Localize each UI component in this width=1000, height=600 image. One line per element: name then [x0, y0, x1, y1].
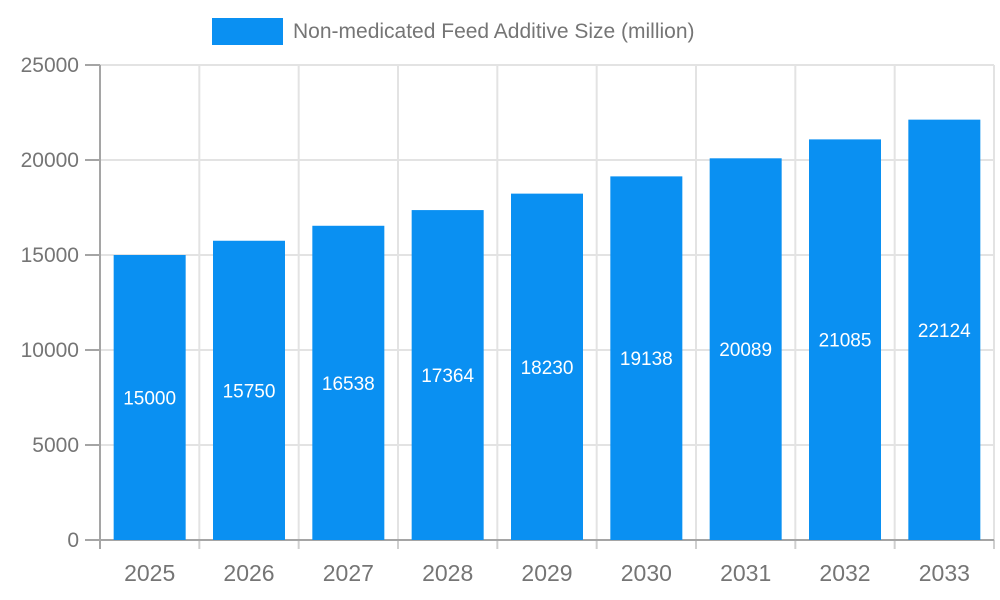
y-axis-label: 5000 [32, 434, 79, 457]
x-axis-label: 2031 [720, 560, 771, 586]
bar-value-label: 16538 [322, 374, 375, 395]
bar-value-label: 17364 [421, 366, 474, 387]
x-axis-label: 2030 [621, 560, 672, 586]
x-axis-label: 2033 [919, 560, 970, 586]
bar-value-label: 18230 [521, 358, 574, 379]
bar [511, 193, 583, 540]
y-axis-label: 15000 [21, 244, 79, 267]
bar-value-label: 21085 [819, 331, 872, 352]
y-axis-label: 20000 [21, 149, 79, 172]
x-axis-label: 2027 [323, 560, 374, 586]
y-axis-label: 10000 [21, 339, 79, 362]
bar-value-label: 22124 [918, 321, 971, 342]
legend-label: Non-medicated Feed Additive Size (millio… [293, 19, 695, 43]
bar-value-label: 15000 [123, 389, 176, 410]
bar [709, 158, 782, 540]
x-axis-label: 2025 [124, 560, 175, 586]
y-axis-label: 25000 [21, 54, 79, 77]
bar-value-label: 15750 [223, 381, 276, 402]
bar [213, 240, 285, 540]
y-axis-label: 0 [67, 529, 79, 552]
bar-value-label: 20089 [719, 340, 772, 361]
bar [610, 176, 683, 541]
bar [908, 119, 981, 541]
chart-legend: Non-medicated Feed Additive Size (millio… [212, 18, 695, 45]
x-axis-label: 2029 [521, 560, 572, 586]
bar [312, 225, 385, 540]
bar [809, 139, 881, 540]
bar [113, 255, 186, 540]
bar-value-label: 19138 [620, 349, 673, 370]
x-axis-label: 2032 [819, 560, 870, 586]
legend-swatch [212, 18, 283, 45]
x-axis-label: 2028 [422, 560, 473, 586]
bar [411, 210, 484, 541]
x-axis-label: 2026 [223, 560, 274, 586]
